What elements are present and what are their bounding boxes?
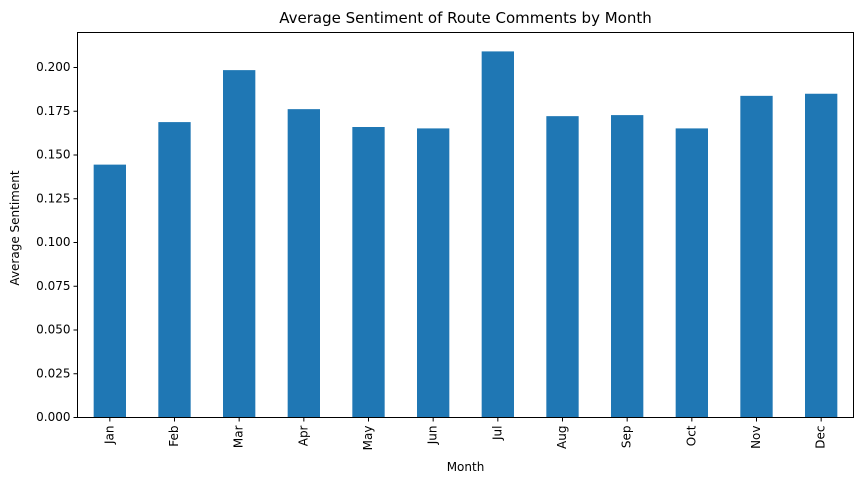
x-tick-label: Aug [555,426,569,449]
bar-may [352,127,385,418]
bar-feb [158,122,191,418]
bars-group [93,51,838,418]
plot-frame [77,32,854,418]
bar-jul [481,51,514,418]
bar-apr [287,109,320,418]
chart-title: Average Sentiment of Route Comments by M… [279,9,651,27]
bar-sep [611,115,644,418]
x-tick-label: Oct [684,425,698,446]
bar-nov [740,95,773,418]
x-tick-label: May [361,426,375,451]
bar-oct [675,128,708,418]
x-tick-label: Jan [102,426,116,446]
x-tick-label: Sep [620,426,634,449]
y-tick-label: 0.125 [36,191,70,205]
y-tick-label: 0.100 [36,235,70,249]
x-tick-label: Jul [490,426,504,441]
x-axis: Jan Feb Mar Apr May Jun Jul Aug Sep Oct Nov Dec [102,417,828,451]
x-tick-label: Apr [296,425,310,446]
bar-aug [546,116,579,418]
bar-dec [805,93,838,418]
y-tick-label: 0.050 [36,323,70,337]
bar-mar [223,70,256,418]
x-tick-label: Dec [814,426,828,449]
y-tick-label: 0.075 [36,279,70,293]
y-tick-label: 0.150 [36,148,70,162]
y-tick-label: 0.025 [36,366,70,380]
y-tick-label: 0.175 [36,104,70,118]
x-tick-label: Jun [426,426,440,446]
bar-jun [417,128,450,418]
x-axis-label: Month [447,460,485,474]
x-tick-label: Nov [749,426,763,449]
x-tick-label: Mar [232,425,246,448]
y-axis-label: Average Sentiment [8,170,22,285]
y-axis: 0.000 0.025 0.050 0.075 0.100 0.125 0.150 0.175… [36,60,78,424]
y-tick-label: 0.200 [36,60,70,74]
x-tick-label: Feb [167,426,181,447]
y-tick-label: 0.000 [36,410,70,424]
bar-jan [93,164,126,418]
